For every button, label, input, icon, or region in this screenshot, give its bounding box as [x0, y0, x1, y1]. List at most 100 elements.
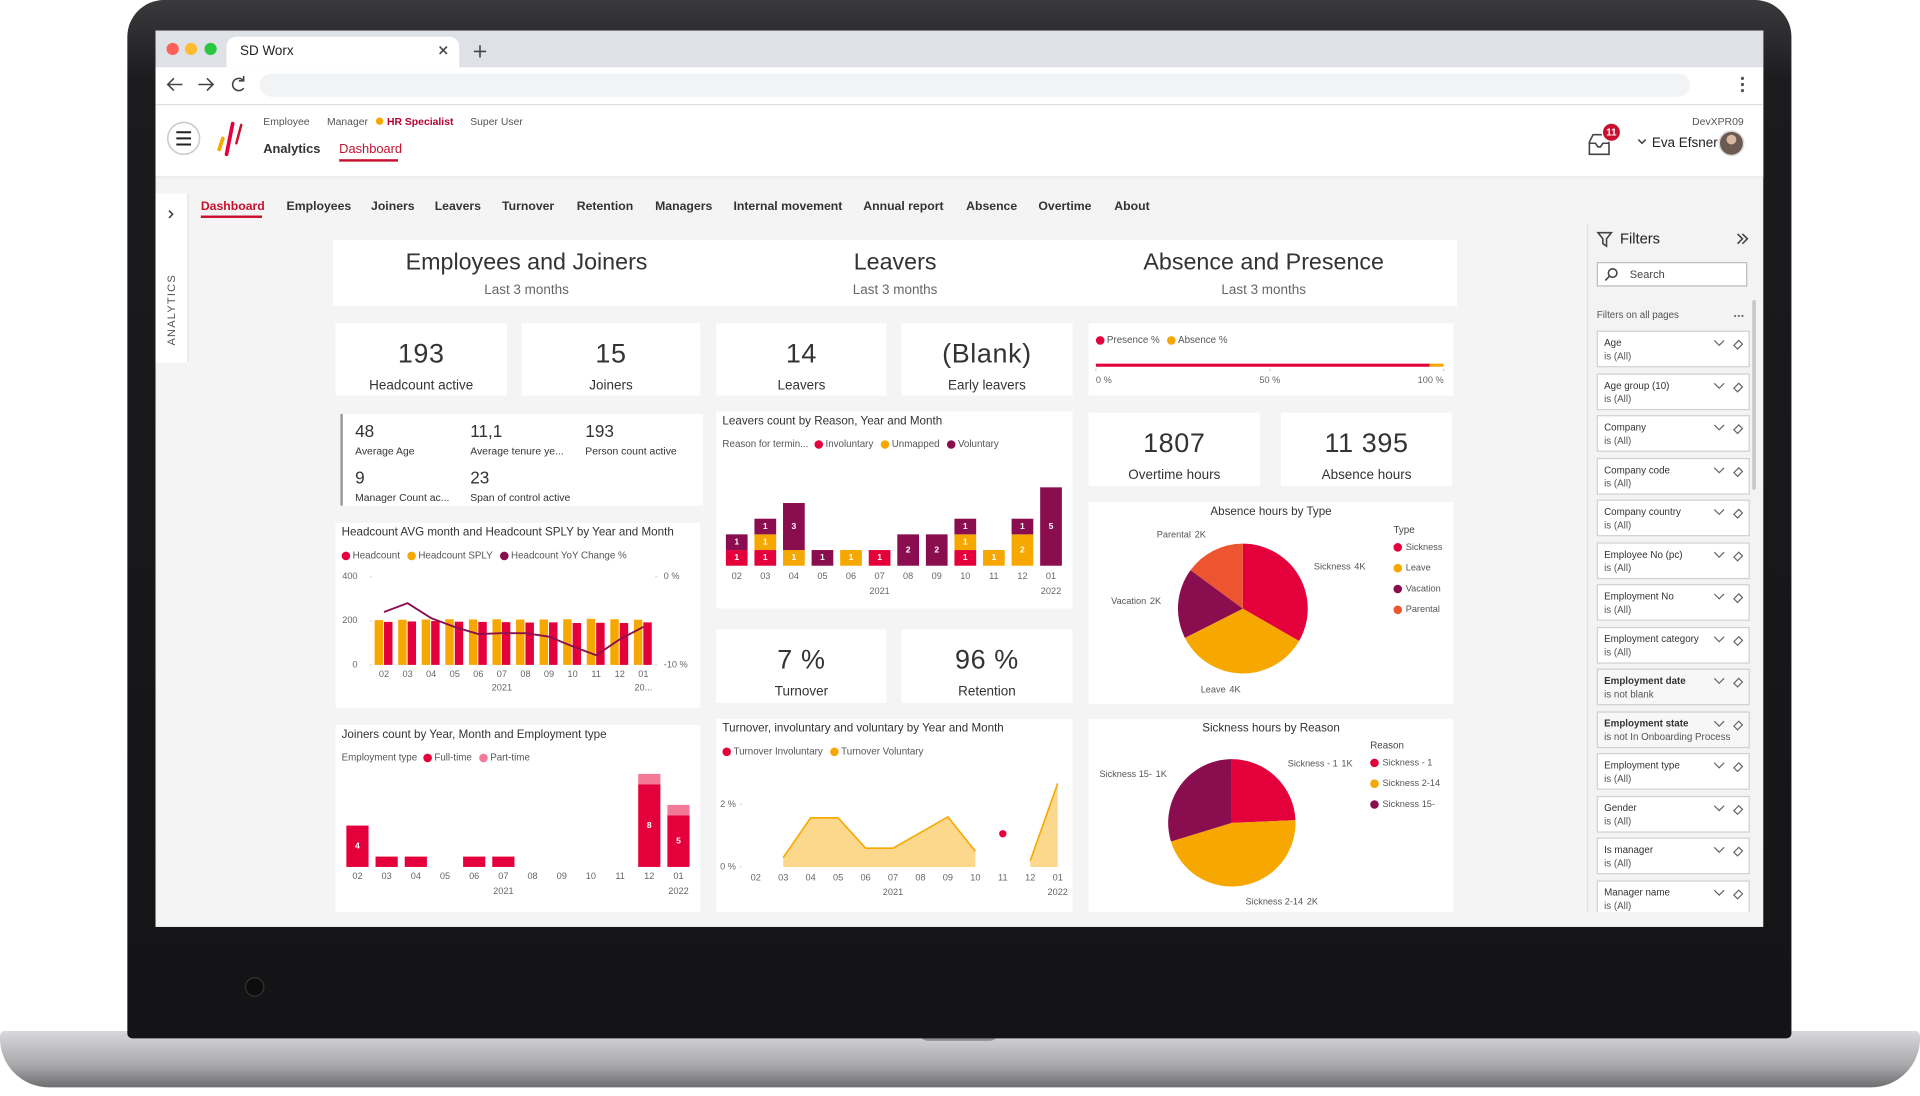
filter-card[interactable]: Employment state is not In Onboarding Pro… [1596, 710, 1750, 748]
clear-filter[interactable] [1733, 508, 1744, 519]
kpi-card: 193 Headcount active [335, 323, 507, 396]
side-panel[interactable] [155, 193, 189, 363]
close-dot[interactable] [166, 42, 179, 56]
browser-tab[interactable] [226, 36, 460, 68]
x-tick-label: 10 [586, 871, 596, 881]
role[interactable]: Employee [263, 115, 310, 128]
nav-tab[interactable]: Annual report [863, 200, 944, 214]
filter-card[interactable]: Company code is (All) [1596, 457, 1750, 495]
legend-label: Sickness 15- [1382, 799, 1435, 809]
nav-tab[interactable]: Leavers [434, 200, 481, 214]
chevron[interactable] [1713, 593, 1725, 600]
nav-tab[interactable]: Internal movement [733, 200, 843, 214]
section-title: Employees and Joiners [405, 249, 648, 276]
filter-card[interactable]: Age is (All) [1596, 330, 1750, 368]
chevron[interactable] [1713, 551, 1725, 558]
clear-filter[interactable] [1733, 550, 1744, 562]
chevron[interactable] [1713, 889, 1725, 896]
kpi-card: 1807 Overtime hours [1088, 412, 1261, 487]
address-bar[interactable] [259, 73, 1690, 97]
bar-segment [725, 550, 748, 566]
nav-tab[interactable]: Retention [576, 200, 634, 214]
filter-card[interactable]: Gender is (All) [1596, 795, 1750, 833]
clear-filter[interactable] [1733, 761, 1744, 773]
search-placeholder: Search [1629, 268, 1665, 281]
nav-tab[interactable]: Absence [966, 200, 1018, 214]
clear-filter[interactable] [1733, 339, 1744, 350]
search-box[interactable]: Search [1596, 262, 1748, 287]
data-label: 1 [734, 536, 739, 546]
role[interactable]: Super User [470, 115, 523, 128]
clear-filter[interactable] [1733, 593, 1744, 604]
data-label: 5 [676, 835, 681, 845]
clear-filter[interactable] [1733, 677, 1744, 688]
nav-tab[interactable]: Employees [286, 200, 352, 214]
role-active[interactable]: HR Specialist [386, 115, 454, 128]
maximize-dot[interactable] [204, 42, 217, 56]
filter-card[interactable]: Company is (All) [1596, 415, 1750, 452]
legend-swatch [830, 747, 839, 757]
bar [468, 619, 478, 665]
chevron[interactable] [1713, 466, 1725, 473]
stat-value: 48 [355, 421, 375, 441]
filter-card[interactable]: Employment No is (All) [1596, 584, 1750, 621]
nav-tab[interactable]: About [1114, 200, 1150, 214]
data-label: 1 [877, 552, 882, 562]
filter-card[interactable]: Employment date is not blank [1596, 668, 1750, 706]
chevron[interactable] [1713, 677, 1725, 685]
slice-value: 4K [1354, 562, 1366, 572]
x-tick-label: 08 [520, 669, 530, 679]
clear-filter[interactable] [1733, 888, 1744, 900]
section-subtitle: Last 3 months [1221, 282, 1306, 298]
user-name[interactable]: Eva Efsner [1651, 135, 1718, 151]
chevron[interactable] [1713, 762, 1725, 769]
clear-filter[interactable] [1733, 719, 1744, 731]
app-tab[interactable]: Dashboard [339, 142, 403, 157]
filter-state: is (All) [1604, 562, 1632, 574]
clear-filter[interactable] [1733, 424, 1744, 435]
legend-swatch [1393, 584, 1403, 594]
nav-tab[interactable]: Joiners [371, 200, 415, 214]
clear-filter[interactable] [1733, 635, 1744, 646]
nav-tab[interactable]: Dashboard [200, 200, 265, 214]
nav-tab[interactable]: Turnover [502, 200, 555, 214]
pie-slice [1242, 543, 1308, 642]
bar [619, 623, 629, 665]
filter-card[interactable]: Employment type is (All) [1596, 753, 1750, 790]
kpi-label: Joiners [589, 378, 633, 394]
clear-filter[interactable] [1733, 846, 1744, 857]
filter-card[interactable]: Is manager is (All) [1596, 837, 1750, 875]
bar-segment [492, 856, 515, 867]
chevron[interactable] [1713, 508, 1725, 516]
chevron[interactable] [1713, 424, 1725, 431]
clear-filter[interactable] [1733, 466, 1744, 477]
filter-card[interactable]: Employment category is (All) [1596, 626, 1750, 664]
minimize-dot[interactable] [184, 42, 198, 56]
chevron[interactable] [1713, 846, 1725, 854]
filter-card[interactable]: Employee No (pc) is (All) [1596, 541, 1750, 579]
nav-tab[interactable]: Managers [655, 200, 713, 214]
clear-filter[interactable] [1733, 804, 1744, 815]
app-name[interactable]: Analytics [263, 142, 321, 157]
x-tick-label: 09 [544, 669, 554, 679]
chevron[interactable] [1713, 382, 1725, 389]
chevron[interactable] [1713, 635, 1725, 642]
bar-segment [1040, 487, 1062, 566]
role[interactable]: Manager [326, 115, 369, 128]
chevron[interactable] [1713, 720, 1725, 727]
chevron[interactable] [1713, 339, 1725, 347]
legend-swatch [1393, 605, 1403, 615]
clear-filter[interactable] [1733, 381, 1744, 393]
x-tick-label: 07 [498, 871, 508, 881]
x-tick-label: 03 [382, 871, 392, 881]
filter-card[interactable]: Age group (10) is (All) [1596, 372, 1750, 410]
filter-card[interactable]: Manager name is (All) [1596, 879, 1750, 913]
bar [478, 621, 487, 665]
chevron[interactable] [1713, 804, 1725, 811]
filter-card[interactable]: Company country is (All) [1596, 499, 1750, 537]
nav-tab[interactable]: Overtime [1038, 200, 1092, 214]
slice-name: Leave [1201, 685, 1226, 695]
slice-value: 2K [1195, 530, 1207, 540]
area-line [782, 783, 1059, 861]
